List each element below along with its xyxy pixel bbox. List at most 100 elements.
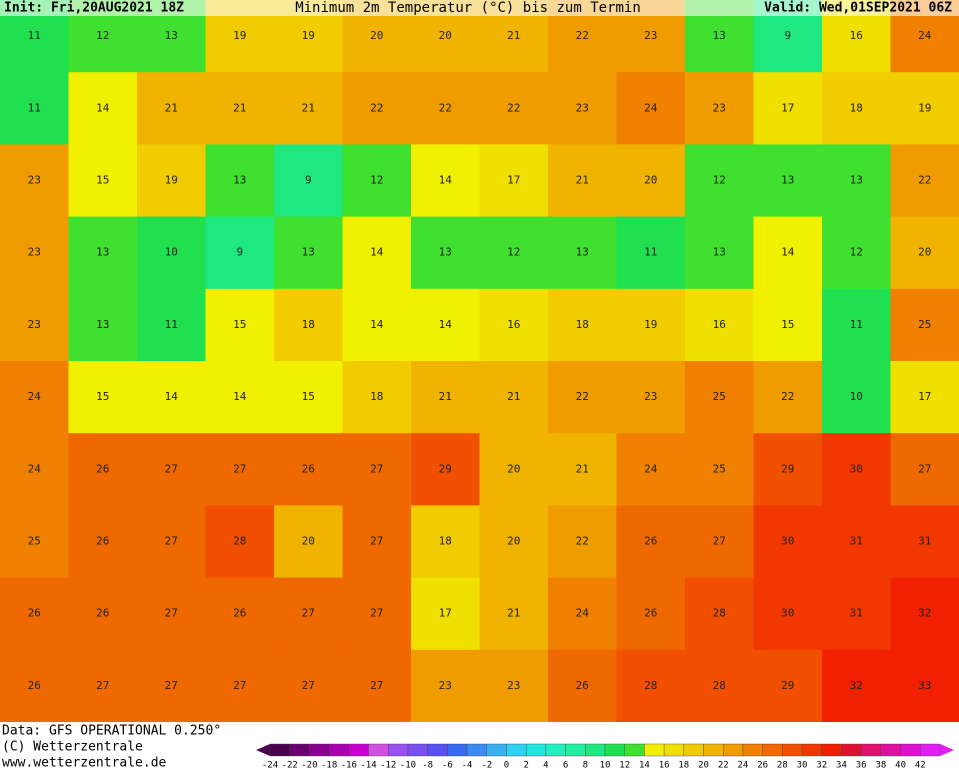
temperature-label: 30 [781, 535, 794, 548]
temperature-label: 15 [233, 318, 246, 331]
legend-label: -14 [360, 761, 376, 771]
legend-label: 6 [563, 761, 568, 771]
temperature-label: 19 [165, 174, 178, 187]
legend-label: 10 [600, 761, 611, 771]
legend-swatch [723, 744, 743, 756]
legend-label: 24 [738, 761, 749, 771]
temperature-label: 21 [576, 174, 589, 187]
temperature-label: 21 [233, 101, 246, 114]
temperature-label: 27 [370, 679, 383, 692]
temperature-label: 27 [302, 679, 315, 692]
temperature-label: 20 [439, 29, 452, 42]
temperature-label: 12 [850, 246, 863, 259]
valid-time: Valid: Wed,01SEP2021 06Z [764, 1, 952, 16]
legend-label: -24 [262, 761, 278, 771]
temperature-label: 13 [781, 174, 794, 187]
temperature-label: 14 [165, 390, 179, 403]
legend-swatch [447, 744, 467, 756]
legend-swatch [349, 744, 369, 756]
legend-swatch [585, 744, 605, 756]
temperature-label: 26 [96, 462, 109, 475]
temperature-label: 20 [370, 29, 383, 42]
legend-swatch [309, 744, 329, 756]
temperature-label: 29 [781, 679, 794, 692]
temperature-label: 11 [28, 29, 41, 42]
temperature-label: 22 [507, 101, 520, 114]
temperature-label: 16 [850, 29, 863, 42]
temperature-label: 23 [28, 246, 41, 259]
temperature-label: 10 [850, 390, 863, 403]
temperature-label: 25 [713, 462, 726, 475]
init-time: Init: Fri,20AUG2021 18Z [4, 1, 184, 16]
temperature-label: 13 [713, 246, 726, 259]
temperature-label: 9 [305, 174, 312, 187]
temperature-label: 27 [302, 607, 315, 620]
temperature-label: 21 [507, 29, 520, 42]
legend-label: 22 [718, 761, 729, 771]
temperature-label: 19 [302, 29, 315, 42]
temperature-label: 20 [507, 535, 520, 548]
temperature-label: 15 [781, 318, 794, 331]
temperature-label: 25 [713, 390, 726, 403]
temperature-label: 13 [850, 174, 863, 187]
temperature-label: 14 [439, 174, 453, 187]
temperature-label: 21 [165, 101, 178, 114]
temperature-label: 22 [781, 390, 794, 403]
temperature-label: 29 [439, 462, 452, 475]
legend-label: 30 [797, 761, 808, 771]
legend-label: -6 [442, 761, 453, 771]
temperature-label: 14 [439, 318, 453, 331]
temperature-label: 27 [96, 679, 109, 692]
temperature-label: 16 [507, 318, 520, 331]
legend-label: -10 [400, 761, 416, 771]
temperature-label: 27 [233, 462, 246, 475]
temperature-label: 30 [781, 607, 794, 620]
temperature-label: 19 [918, 101, 931, 114]
temperature-label: 28 [713, 607, 726, 620]
temperature-label: 26 [28, 607, 41, 620]
temperature-label: 12 [507, 246, 520, 259]
legend-swatch [782, 744, 802, 756]
temperature-label: 23 [644, 29, 657, 42]
legend-swatch [369, 744, 389, 756]
temperature-label: 13 [96, 246, 109, 259]
legend-swatch [802, 744, 822, 756]
temperature-label: 15 [96, 174, 109, 187]
temperature-label: 21 [507, 390, 520, 403]
temperature-label: 27 [165, 535, 178, 548]
temperature-label: 28 [713, 679, 726, 692]
legend-label: -16 [341, 761, 357, 771]
legend-label: 34 [836, 761, 847, 771]
legend-swatch [644, 744, 664, 756]
temperature-label: 20 [644, 174, 657, 187]
legend-swatch [704, 744, 724, 756]
legend-swatch [822, 744, 842, 756]
legend-label: 38 [875, 761, 886, 771]
legend-swatch [901, 744, 921, 756]
temperature-label: 20 [302, 535, 315, 548]
legend-swatch [664, 744, 684, 756]
source: Data: GFS OPERATIONAL 0.250° [2, 724, 221, 739]
temperature-label: 11 [165, 318, 178, 331]
legend-label: 32 [816, 761, 827, 771]
legend-label: 20 [698, 761, 709, 771]
temperature-label: 29 [781, 462, 794, 475]
legend-label: 36 [856, 761, 867, 771]
temperature-label: 11 [850, 318, 863, 331]
temperature-label: 28 [644, 679, 657, 692]
legend-swatch [270, 744, 290, 756]
legend-label: 4 [543, 761, 548, 771]
legend-swatch [329, 744, 349, 756]
legend-swatch [388, 744, 408, 756]
temperature-label: 27 [233, 679, 246, 692]
temperature-label: 23 [644, 390, 657, 403]
temperature-label: 15 [96, 390, 109, 403]
temperature-label: 23 [28, 174, 41, 187]
legend-swatch [467, 744, 487, 756]
legend-swatch [428, 744, 448, 756]
temperature-label: 21 [439, 390, 452, 403]
temperature-label: 14 [370, 246, 384, 259]
temperature-label: 18 [850, 101, 863, 114]
temperature-label: 23 [439, 679, 452, 692]
temperature-label: 19 [644, 318, 657, 331]
